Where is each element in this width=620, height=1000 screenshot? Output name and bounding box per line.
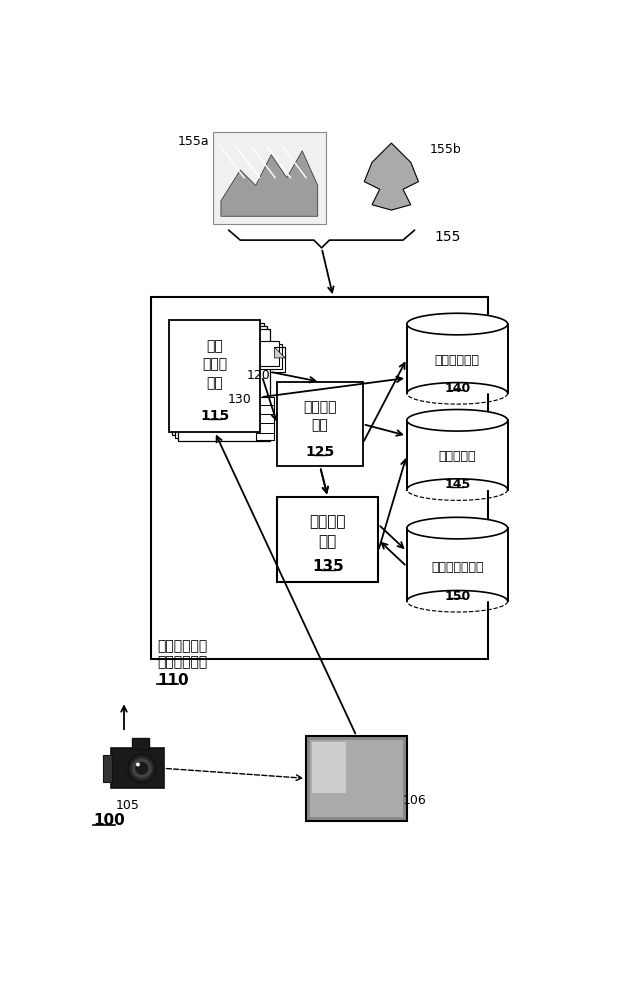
Text: 图像识别系统: 图像识别系统	[157, 639, 208, 653]
Circle shape	[131, 758, 152, 778]
Bar	[407, 324, 508, 393]
Bar	[151, 297, 489, 659]
Text: 115: 115	[200, 409, 229, 423]
Text: 内容数据库: 内容数据库	[438, 450, 476, 463]
Text: 125: 125	[306, 445, 335, 459]
Polygon shape	[365, 143, 419, 210]
Polygon shape	[407, 410, 508, 431]
Bar	[278, 382, 363, 466]
Text: 150: 150	[444, 590, 471, 603]
Circle shape	[136, 763, 140, 766]
Bar	[111, 748, 164, 788]
Polygon shape	[407, 590, 508, 601]
Polygon shape	[407, 517, 508, 539]
Text: 130: 130	[228, 393, 252, 406]
Bar	[254, 347, 285, 372]
Text: 边缘处理
模块: 边缘处理 模块	[303, 400, 337, 433]
Text: 155b: 155b	[430, 143, 462, 156]
Bar	[169, 320, 260, 432]
Bar	[251, 344, 282, 369]
Bar	[255, 397, 275, 440]
Text: 155: 155	[434, 230, 461, 244]
Text: 描述符数据库: 描述符数据库	[435, 354, 480, 367]
Text: 145: 145	[444, 478, 471, 491]
Text: 模型图像数据库: 模型图像数据库	[431, 561, 484, 574]
Bar	[103, 755, 112, 782]
Text: 110: 110	[157, 673, 189, 688]
Polygon shape	[221, 151, 317, 216]
Text: 图像
预处理
模块: 图像 预处理 模块	[202, 339, 228, 390]
Text: 135: 135	[312, 559, 343, 574]
Polygon shape	[407, 313, 508, 335]
Polygon shape	[275, 347, 285, 358]
Text: 120: 120	[247, 369, 270, 382]
Bar	[407, 528, 508, 601]
Text: 140: 140	[444, 382, 471, 395]
Text: 155a: 155a	[177, 135, 210, 148]
Text: 106: 106	[403, 794, 427, 807]
Text: 100: 100	[93, 813, 125, 828]
Bar	[179, 329, 270, 441]
Bar	[172, 323, 264, 435]
Circle shape	[136, 762, 148, 774]
Bar	[175, 326, 267, 438]
Bar	[248, 341, 279, 366]
Polygon shape	[407, 479, 508, 490]
Bar	[310, 740, 403, 817]
Bar	[213, 132, 326, 224]
Polygon shape	[407, 383, 508, 393]
Text: 图像识别系统: 图像识别系统	[157, 655, 208, 669]
Bar	[306, 736, 407, 821]
Bar	[407, 420, 508, 490]
Bar	[131, 738, 149, 749]
Bar	[312, 742, 346, 793]
Bar	[278, 497, 378, 582]
Circle shape	[128, 754, 156, 782]
Text: 图像匹配
模块: 图像匹配 模块	[309, 515, 346, 549]
Text: 105: 105	[116, 799, 140, 812]
